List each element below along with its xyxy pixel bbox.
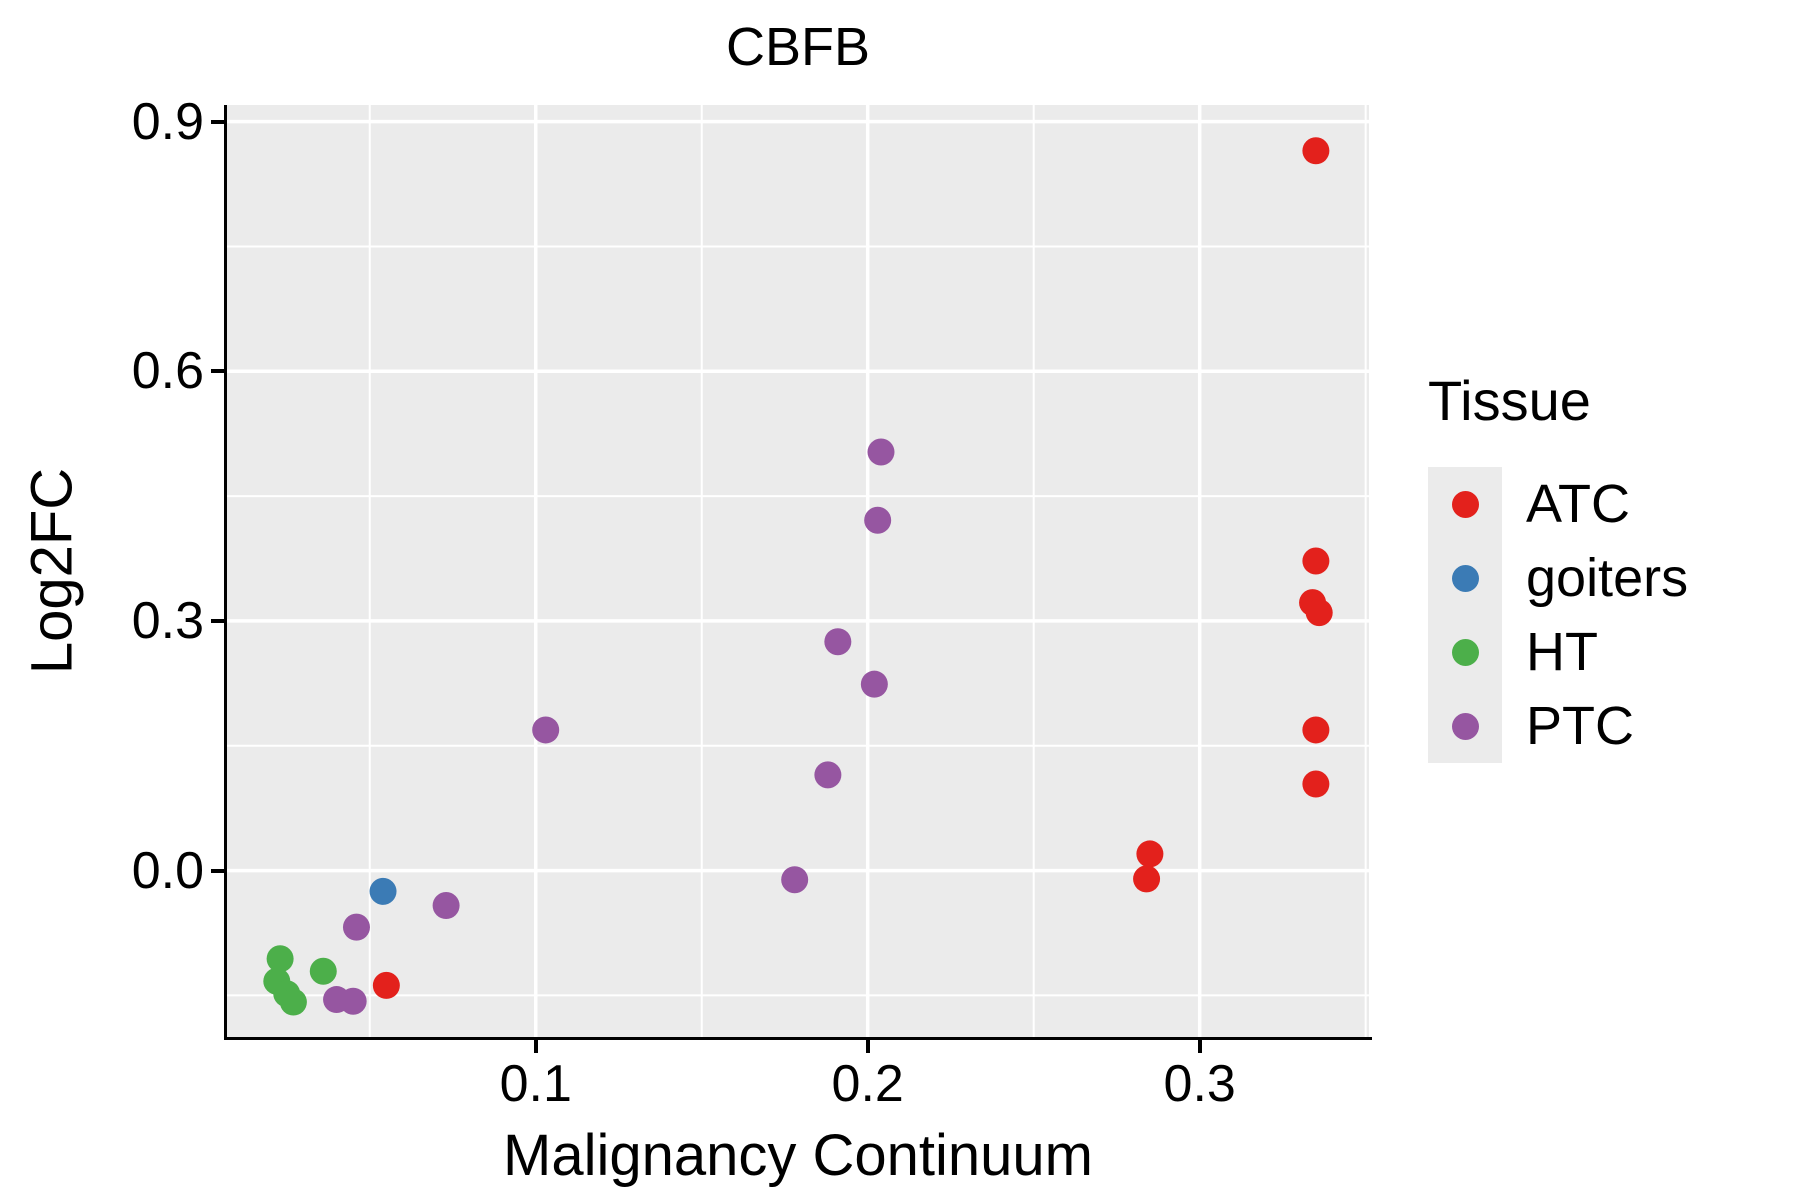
data-point-PTC [342,913,370,941]
legend-item-HT: HT [1428,615,1788,689]
data-point-PTC [432,892,460,920]
data-point-PTC [339,987,367,1015]
legend-dot-goiters [1451,564,1479,592]
data-point-goiters [369,877,397,905]
legend-label-goiters: goiters [1526,548,1689,608]
data-point-ATC [1302,770,1330,798]
y-axis-label: Log2FC [19,467,85,675]
legend-key-PTC [1428,689,1502,763]
legend-dot-PTC [1451,712,1479,740]
data-point-PTC [867,438,895,466]
y-tick-mark [211,119,224,124]
data-point-PTC [532,716,560,744]
data-point-PTC [814,761,842,789]
legend-dot-HT [1451,638,1479,666]
x-axis-label: Malignancy Continuum [503,1123,1093,1188]
data-point-ATC [1136,840,1164,868]
x-tick-mark [1197,1040,1202,1053]
data-point-ATC [372,971,400,999]
legend-key-HT [1428,615,1502,689]
x-tick-mark [865,1040,870,1053]
plot-panel [227,105,1369,1037]
legend-dot-ATC [1451,490,1479,518]
scatter-plot-canvas [227,105,1369,1037]
legend-label-ATC: ATC [1526,474,1630,534]
y-tick-label: 0.6 [131,342,204,401]
data-point-PTC [781,866,809,894]
legend-item-ATC: ATC [1428,467,1788,541]
y-axis-line [224,105,227,1040]
data-point-HT [266,945,294,973]
data-point-HT [309,957,337,985]
y-tick-mark [211,868,224,873]
legend-title: Tissue [1428,369,1591,432]
y-tick-label: 0.9 [131,92,204,151]
data-point-ATC [1302,716,1330,744]
y-tick-label: 0.0 [131,841,204,900]
x-tick-mark [533,1040,538,1053]
data-point-ATC [1302,137,1330,165]
legend: Tissue ATC goiters HT PTC [1428,368,1788,763]
legend-label-HT: HT [1526,622,1598,682]
chart-title: CBFB [725,17,871,77]
data-point-PTC [824,628,852,656]
x-tick-label: 0.3 [1163,1055,1236,1113]
x-tick-label: 0.1 [499,1055,572,1113]
data-point-ATC [1305,599,1333,627]
data-point-PTC [864,506,892,534]
data-point-ATC [1133,865,1161,893]
legend-key-ATC [1428,467,1502,541]
data-point-ATC [1302,547,1330,575]
data-point-PTC [860,670,888,698]
y-tick-mark [211,369,224,374]
x-axis-line [224,1037,1372,1040]
data-point-HT [279,988,307,1016]
legend-item-goiters: goiters [1428,541,1788,615]
y-tick-mark [211,618,224,623]
x-tick-label: 0.2 [831,1055,904,1113]
legend-label-PTC: PTC [1526,696,1634,756]
legend-key-goiters [1428,541,1502,615]
legend-items: ATC goiters HT PTC [1428,467,1788,763]
legend-item-PTC: PTC [1428,689,1788,763]
